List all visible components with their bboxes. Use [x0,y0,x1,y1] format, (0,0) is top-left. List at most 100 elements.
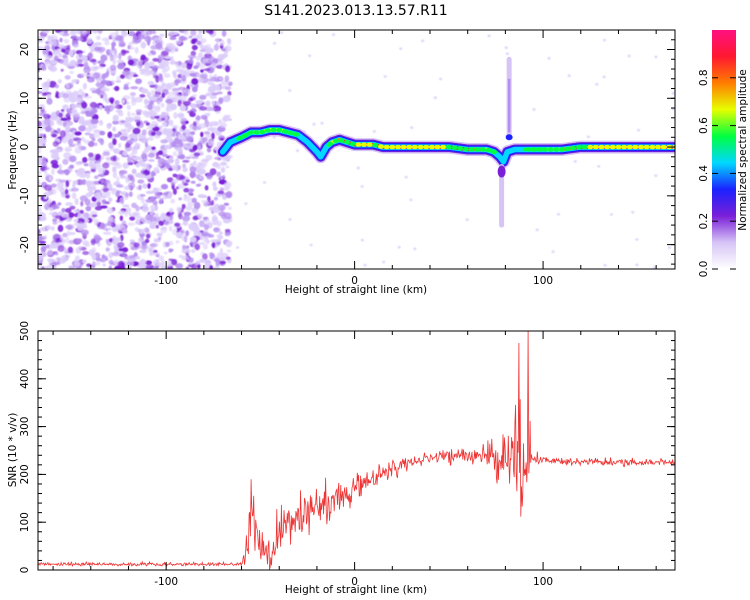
noise-speck [193,152,201,157]
noise-speck [153,167,160,174]
noise-speck [129,152,134,160]
noise-speck [210,76,217,82]
y-tick-label: 10 [19,92,31,105]
colorbar-tick-label: 0.8 [698,69,710,86]
noise-speck [182,244,186,250]
noise-speck [149,84,156,88]
noise-speck [65,237,70,244]
noise-speck [44,184,52,191]
noise-speck [212,186,218,191]
noise-speck [150,66,159,70]
noise-speck [50,183,57,188]
noise-speck [114,237,121,242]
noise-speck [108,259,114,265]
noise-speck [372,130,376,133]
noise-speck [196,213,204,219]
ridge-bead [558,147,565,152]
noise-speck [465,218,469,222]
noise-speck [174,94,183,101]
spectrogram-y-axis-label: Frequency (Hz) [7,110,19,189]
noise-speck [556,212,561,216]
noise-speck [134,142,139,150]
noise-speck [106,183,113,190]
noise-speck [52,203,59,209]
noise-speck [653,266,657,269]
noise-speck [213,196,218,201]
noise-speck [169,213,174,221]
noise-speck [38,120,42,127]
ridge-bead [587,144,594,150]
ridge-bead [378,144,384,149]
noise-speck [190,171,197,178]
noise-speck [217,53,226,60]
noise-speck [59,130,66,138]
noise-speck [208,252,214,256]
noise-speck [131,147,136,152]
noise-speck [74,162,83,166]
noise-speck [39,211,45,218]
noise-speck [52,262,61,266]
noise-speck [54,252,59,256]
noise-speck [118,52,122,60]
y-tick-label: -10 [19,187,31,204]
noise-speck [126,116,134,123]
ridge-bead [479,147,486,152]
noise-speck [320,121,324,125]
noise-speck [74,198,79,206]
noise-speck [185,145,193,149]
ridge-bead [400,144,407,150]
noise-speck [59,212,65,216]
noise-speck [68,231,76,236]
noise-speck [73,111,81,118]
noise-speck [119,135,128,141]
noise-speck [144,165,150,170]
snr-ticks: -100 0 100 0 100 200 300 400 500 [19,321,675,588]
noise-speck [148,96,158,101]
noise-speck [185,230,190,237]
noise-speck [609,213,614,216]
noise-speck [149,222,156,227]
noise-speck [206,172,213,180]
noise-speck [68,265,75,269]
noise-speck [57,79,62,84]
colorbar-tick-label: 0.6 [698,117,710,134]
noise-speck [50,159,58,166]
ridge-bead [270,127,277,133]
noise-speck [220,166,226,173]
noise-speck [56,181,64,189]
noise-speck [38,253,44,262]
noise-speck [81,121,87,126]
noise-speck [82,251,90,255]
noise-speck [203,265,208,269]
noise-speck [158,73,163,81]
noise-speck [161,162,170,167]
noise-speck [89,58,97,63]
noise-speck [215,64,224,69]
noise-speck [148,159,155,162]
noise-speck [69,70,74,75]
noise-speck [54,242,61,247]
y-tick-label: 20 [19,43,31,56]
noise-speck [59,218,64,222]
noise-speck [80,110,88,115]
noise-speck [64,189,69,195]
noise-speck [108,251,113,259]
noise-speck [163,73,171,78]
ridge-bead [395,144,401,150]
noise-speck [127,59,135,66]
noise-speck [219,176,224,180]
noise-speck [120,129,127,133]
ridge-bead [643,144,650,150]
noise-speck [160,117,166,121]
noise-speck [125,192,129,198]
noise-speck [196,40,202,46]
noise-speck [86,111,95,117]
noise-speck [157,54,164,61]
ridge-bead [287,130,294,136]
noise-speck [100,79,109,85]
noise-speck [104,257,109,261]
noise-speck [60,117,68,122]
noise-speck [170,56,174,62]
ridge-bead [491,149,498,155]
